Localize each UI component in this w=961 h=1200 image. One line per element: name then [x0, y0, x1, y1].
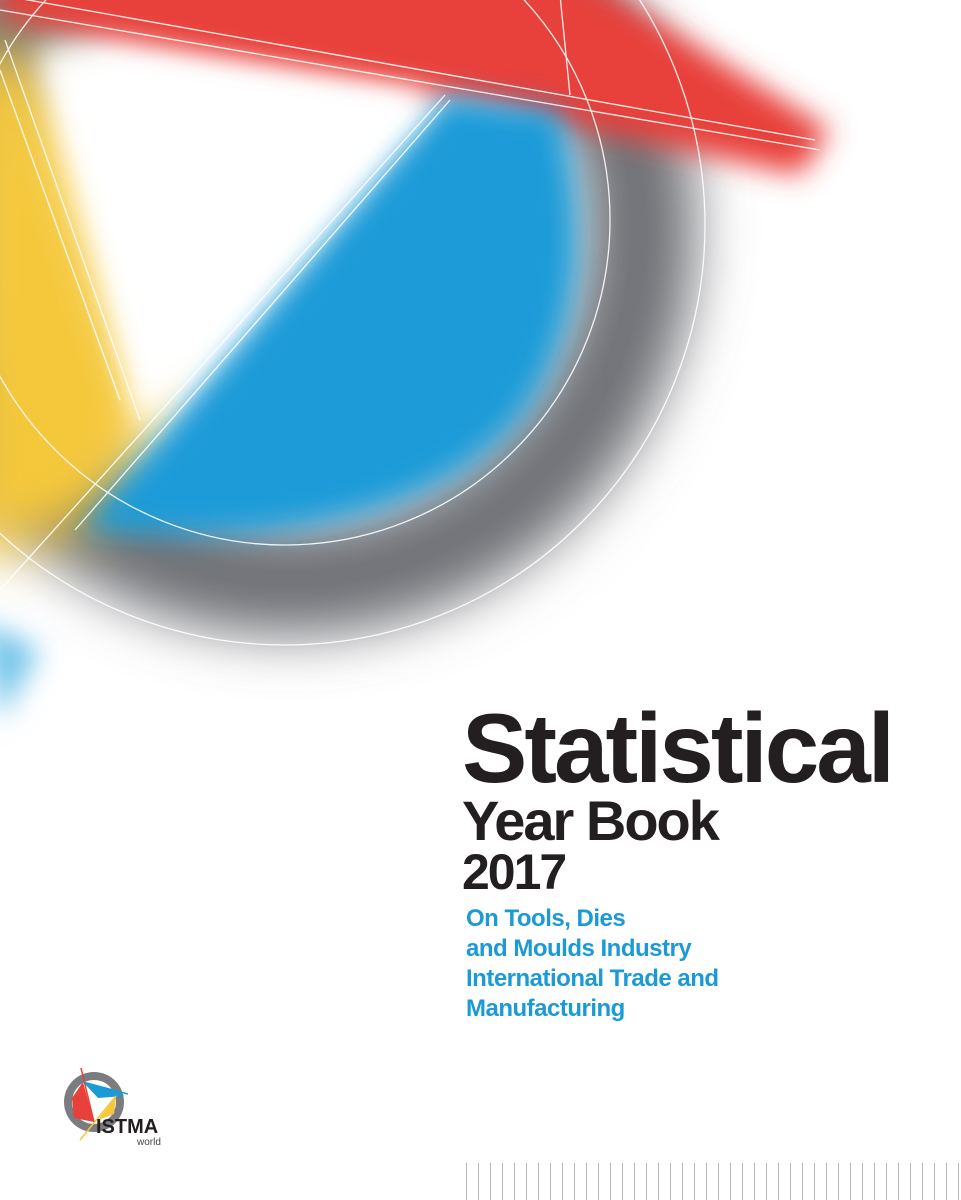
tick-marks-decoration [466, 1163, 961, 1200]
blue-corner [0, 630, 40, 720]
subtitle-line: Manufacturing [466, 995, 625, 1022]
title-year-book: Year Book [462, 789, 720, 852]
subtitle-line: and Moulds Industry [466, 935, 692, 962]
title-statistical: Statistical [462, 693, 895, 803]
white-triangle [40, 50, 430, 430]
subtitle-line: On Tools, Dies [466, 905, 626, 932]
yellow-wedge [0, 50, 160, 549]
gray-ring [0, 0, 695, 635]
subtitle: On Tools, Dies and Moulds Industry Inter… [466, 904, 719, 1024]
logo-tagline: world [137, 1137, 161, 1148]
title-year: 2017 [462, 844, 567, 900]
logo-name: ISTMA [96, 1116, 159, 1138]
red-band [0, 0, 830, 175]
blue-disc [80, 95, 578, 536]
outline-lines [0, 0, 821, 646]
subtitle-line: International Trade and [466, 965, 719, 992]
istma-logo-icon [64, 1067, 129, 1141]
